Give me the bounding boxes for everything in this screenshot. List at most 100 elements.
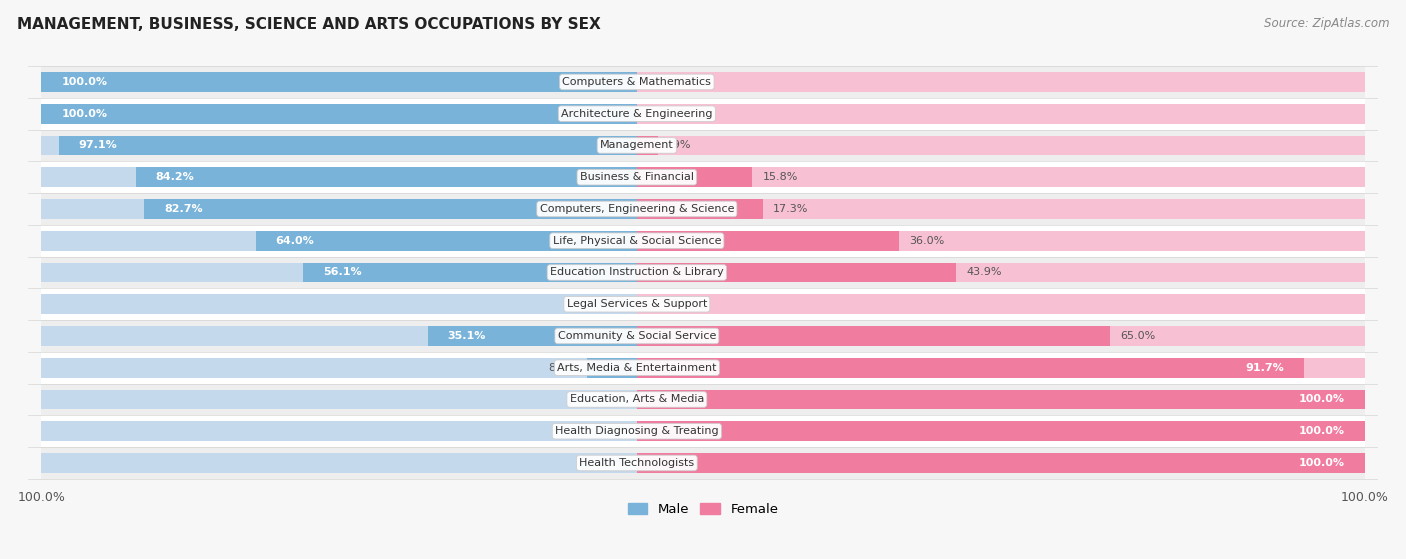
Text: 0.0%: 0.0% [662, 77, 690, 87]
Bar [637, 326, 1364, 346]
Text: 8.3%: 8.3% [548, 363, 576, 373]
Text: Legal Services & Support: Legal Services & Support [567, 299, 707, 309]
Text: MANAGEMENT, BUSINESS, SCIENCE AND ARTS OCCUPATIONS BY SEX: MANAGEMENT, BUSINESS, SCIENCE AND ARTS O… [17, 17, 600, 32]
Bar [637, 231, 1364, 250]
Bar [42, 320, 1364, 352]
Text: 65.0%: 65.0% [1121, 331, 1156, 341]
Text: 84.2%: 84.2% [156, 172, 194, 182]
Bar [637, 231, 898, 250]
Text: 56.1%: 56.1% [323, 267, 361, 277]
Bar [42, 415, 1364, 447]
Bar [637, 167, 1364, 187]
Bar [637, 326, 1109, 346]
Text: Architecture & Engineering: Architecture & Engineering [561, 108, 713, 119]
Bar [427, 326, 637, 346]
Text: 100.0%: 100.0% [62, 77, 107, 87]
Bar [637, 421, 1364, 441]
Text: Life, Physical & Social Science: Life, Physical & Social Science [553, 236, 721, 246]
Bar [42, 453, 637, 473]
Bar [42, 193, 1364, 225]
Bar [637, 358, 1364, 377]
Bar [42, 421, 637, 441]
Bar [637, 72, 1364, 92]
Bar [637, 199, 762, 219]
Bar [637, 358, 1305, 377]
Bar [42, 326, 637, 346]
Bar [42, 295, 637, 314]
Bar [135, 167, 637, 187]
Bar [42, 352, 1364, 383]
Bar [42, 383, 1364, 415]
Text: 36.0%: 36.0% [910, 236, 945, 246]
Text: 100.0%: 100.0% [1299, 426, 1344, 436]
Bar [637, 390, 1364, 409]
Bar [42, 104, 637, 124]
Text: 82.7%: 82.7% [165, 204, 202, 214]
Text: 100.0%: 100.0% [1299, 458, 1344, 468]
Text: 2.9%: 2.9% [662, 140, 690, 150]
Bar [42, 288, 1364, 320]
Bar [42, 104, 637, 124]
Text: Education Instruction & Library: Education Instruction & Library [550, 267, 724, 277]
Bar [42, 72, 637, 92]
Bar [637, 263, 956, 282]
Text: 35.1%: 35.1% [447, 331, 486, 341]
Text: 97.1%: 97.1% [79, 140, 117, 150]
Legend: Male, Female: Male, Female [623, 498, 783, 521]
Bar [42, 98, 1364, 130]
Bar [59, 136, 637, 155]
Bar [637, 167, 752, 187]
Text: Community & Social Service: Community & Social Service [558, 331, 716, 341]
Bar [637, 104, 1364, 124]
Bar [42, 66, 1364, 98]
Bar [42, 136, 637, 155]
Bar [588, 358, 637, 377]
Text: Health Diagnosing & Treating: Health Diagnosing & Treating [555, 426, 718, 436]
Text: 64.0%: 64.0% [276, 236, 315, 246]
Bar [637, 421, 1364, 441]
Text: 100.0%: 100.0% [62, 108, 107, 119]
Bar [42, 358, 637, 377]
Text: 0.0%: 0.0% [662, 299, 690, 309]
Bar [42, 72, 637, 92]
Text: 0.0%: 0.0% [598, 426, 626, 436]
Bar [637, 199, 1364, 219]
Bar [42, 231, 637, 250]
Bar [42, 263, 637, 282]
Bar [42, 130, 1364, 162]
Bar [637, 295, 1364, 314]
Bar [637, 453, 1364, 473]
Bar [637, 453, 1364, 473]
Bar [42, 199, 637, 219]
Text: Arts, Media & Entertainment: Arts, Media & Entertainment [557, 363, 717, 373]
Bar [637, 263, 1364, 282]
Bar [42, 225, 1364, 257]
Text: 0.0%: 0.0% [662, 108, 690, 119]
Bar [637, 136, 658, 155]
Bar [302, 263, 637, 282]
Text: Source: ZipAtlas.com: Source: ZipAtlas.com [1264, 17, 1389, 30]
Bar [42, 162, 1364, 193]
Text: 17.3%: 17.3% [773, 204, 808, 214]
Bar [637, 136, 1364, 155]
Bar [256, 231, 637, 250]
Text: Business & Financial: Business & Financial [579, 172, 693, 182]
Bar [145, 199, 637, 219]
Text: Education, Arts & Media: Education, Arts & Media [569, 395, 704, 405]
Text: Health Technologists: Health Technologists [579, 458, 695, 468]
Text: 0.0%: 0.0% [598, 299, 626, 309]
Text: Management: Management [600, 140, 673, 150]
Bar [42, 257, 1364, 288]
Text: 0.0%: 0.0% [598, 458, 626, 468]
Text: Computers & Mathematics: Computers & Mathematics [562, 77, 711, 87]
Bar [42, 167, 637, 187]
Bar [42, 447, 1364, 479]
Text: 100.0%: 100.0% [1299, 395, 1344, 405]
Text: Computers, Engineering & Science: Computers, Engineering & Science [540, 204, 734, 214]
Text: 91.7%: 91.7% [1246, 363, 1284, 373]
Text: 43.9%: 43.9% [967, 267, 1002, 277]
Text: 15.8%: 15.8% [762, 172, 797, 182]
Bar [637, 390, 1364, 409]
Bar [42, 390, 637, 409]
Text: 0.0%: 0.0% [598, 395, 626, 405]
